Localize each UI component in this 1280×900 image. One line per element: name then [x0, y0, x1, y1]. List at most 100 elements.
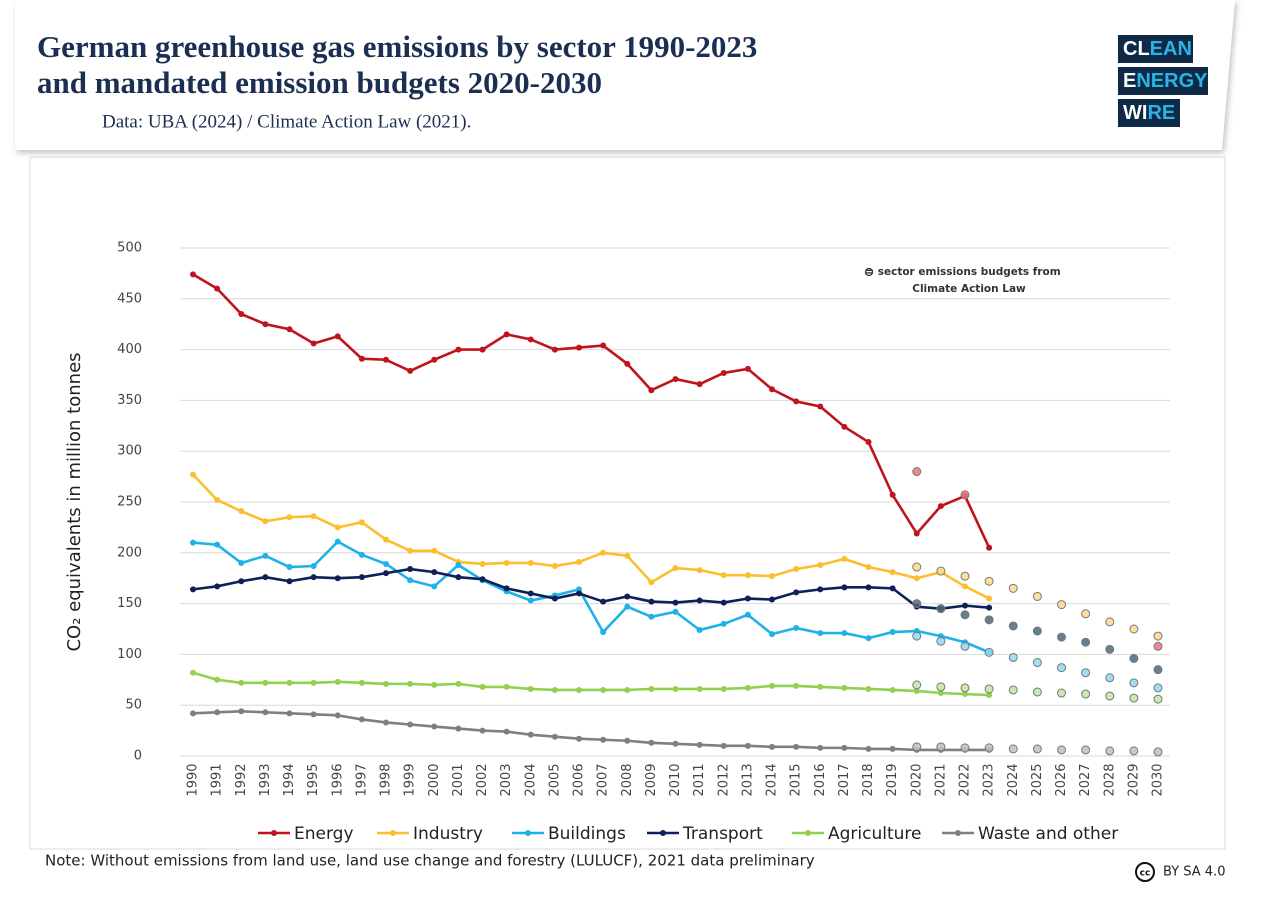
point: [455, 574, 462, 581]
point: [793, 682, 800, 689]
point: [527, 559, 534, 566]
line: [192, 567, 990, 610]
title: German greenhouse gas emissions by secto…: [37, 29, 757, 64]
point: [503, 683, 510, 690]
budget-point: [912, 562, 922, 572]
budget-point: [1057, 745, 1066, 755]
chart-frame: [29, 156, 1226, 850]
x-tick-label: 2015: [789, 763, 804, 796]
x-tick-label: 1990: [186, 763, 201, 796]
point: [744, 611, 751, 618]
point: [190, 586, 196, 593]
point: [696, 685, 703, 692]
point: [238, 311, 245, 318]
budget-point: [1032, 626, 1042, 636]
legend-label: Energy: [294, 824, 354, 844]
x-tick-label: 1991: [210, 763, 225, 796]
point: [262, 321, 269, 328]
x-tick-label: 2004: [523, 763, 538, 796]
x-tick-label: 1996: [330, 763, 345, 796]
point: [744, 572, 751, 579]
point: [600, 629, 607, 636]
point: [407, 367, 414, 374]
point: [744, 742, 751, 749]
budget-point: [912, 631, 922, 641]
budget-point: [1057, 600, 1066, 610]
point: [527, 731, 534, 738]
y-tick-label: 400: [117, 342, 142, 357]
point: [238, 559, 245, 566]
annotation: Climate Action Law: [912, 283, 1026, 295]
point: [503, 559, 510, 566]
x-tick-label: 2012: [716, 763, 731, 796]
point: [479, 683, 486, 690]
point: [334, 538, 341, 545]
budget-point: [1129, 693, 1139, 703]
point: [720, 572, 727, 579]
point: [696, 597, 703, 604]
x-tick-label: 2006: [572, 763, 587, 796]
point: [937, 503, 944, 510]
legend-dot: [271, 830, 277, 836]
budget-point: [960, 683, 970, 693]
point: [672, 608, 679, 615]
point: [527, 597, 534, 604]
legend-label: Buildings: [548, 824, 626, 844]
point: [286, 564, 293, 571]
note: Note: Without emissions from land use, l…: [45, 852, 815, 870]
point: [190, 271, 196, 278]
point: [769, 386, 775, 393]
legend-label: Waste and other: [978, 824, 1118, 844]
point: [383, 719, 389, 726]
point: [986, 544, 993, 551]
point: [648, 579, 655, 586]
point: [624, 360, 631, 367]
y-axis-label: CO₂ equivalents in million tonnes: [64, 352, 85, 651]
budget-point: [1105, 644, 1115, 654]
budget-point: [1129, 746, 1139, 756]
budget-point: [1081, 689, 1091, 699]
point: [913, 687, 920, 694]
point: [769, 596, 775, 603]
point: [841, 630, 848, 637]
x-tick-label: 2024: [1006, 763, 1021, 796]
point: [310, 563, 317, 570]
x-tick-label: 2005: [547, 763, 562, 796]
point: [817, 403, 824, 410]
budget-point: [912, 599, 922, 609]
logo-text: EAN: [1150, 38, 1192, 60]
point: [720, 742, 727, 749]
budget-point: [960, 490, 970, 500]
budget-point: [1129, 653, 1139, 663]
point: [527, 336, 534, 343]
x-tick-label: 2027: [1078, 763, 1093, 796]
point: [600, 686, 607, 693]
budget-point: [1008, 583, 1018, 593]
point: [383, 680, 389, 687]
point: [769, 743, 775, 750]
point: [214, 496, 221, 503]
point: [358, 519, 365, 526]
subtitle: Data: UBA (2024) / Climate Action Law (2…: [102, 111, 471, 132]
point: [913, 530, 920, 537]
point: [793, 398, 800, 405]
y-tick-label: 150: [117, 596, 142, 611]
svg-text:ENERGY: ENERGY: [1123, 70, 1208, 92]
logo-text: NERGY: [1136, 70, 1208, 92]
point: [383, 560, 389, 567]
x-tick-label: 2008: [620, 763, 635, 796]
y-tick-label: 0: [134, 749, 142, 764]
point: [913, 575, 920, 582]
point: [551, 563, 558, 570]
budget-point: [984, 576, 994, 586]
budget-point: [984, 615, 994, 625]
line: [192, 671, 990, 697]
budget-point: [1057, 632, 1066, 642]
y-tick-label: 500: [117, 241, 142, 256]
point: [889, 569, 896, 576]
point: [407, 721, 414, 728]
point: [527, 685, 534, 692]
point: [310, 574, 317, 581]
point: [962, 602, 968, 609]
budget-point: [912, 680, 922, 690]
